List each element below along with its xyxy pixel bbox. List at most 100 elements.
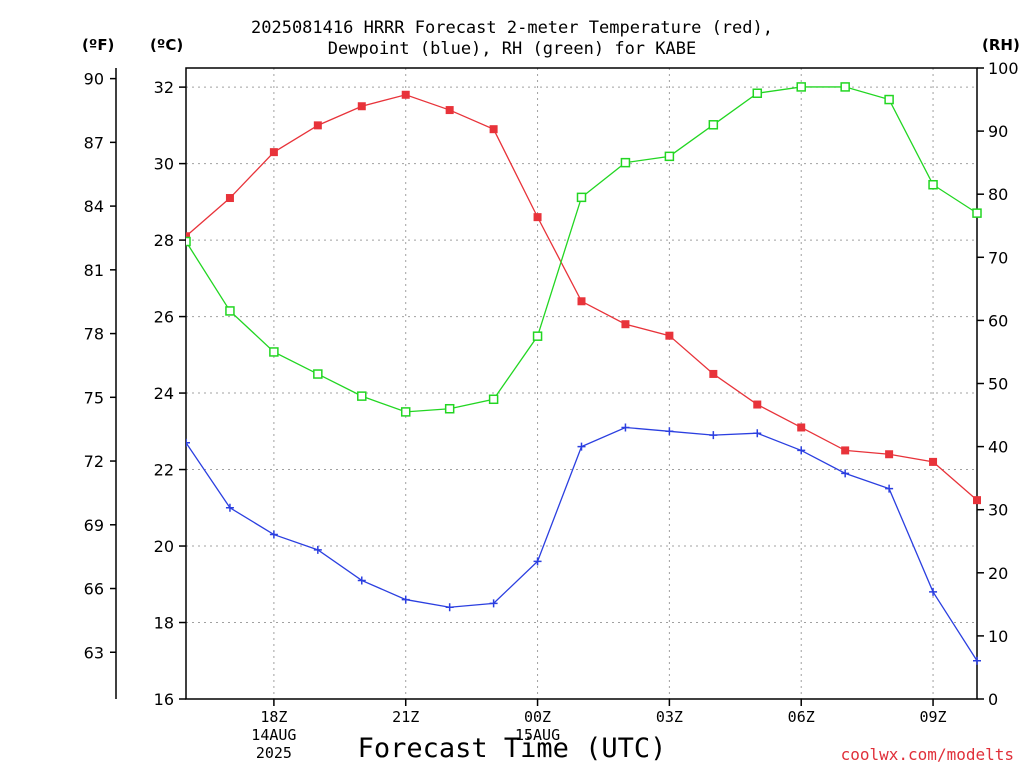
rh-point — [225, 306, 235, 316]
dewpoint-point — [186, 438, 190, 447]
chart-title-line-1: 2025081416 HRRR Forecast 2-meter Tempera… — [251, 18, 773, 38]
temperature-point — [885, 450, 894, 459]
x-tick-label: 00Z — [524, 708, 551, 726]
rh-point — [444, 403, 455, 414]
dewpoint-point — [797, 446, 806, 455]
celsius-tick-label: 24 — [154, 384, 174, 403]
celsius-tick-label: 16 — [154, 690, 174, 709]
x-axis-title: Forecast Time (UTC) — [357, 733, 667, 764]
rh-tick-label: 100 — [988, 59, 1019, 78]
fahrenheit-axis-label: (ºF) — [82, 36, 115, 54]
chart-title-line-2: Dewpoint (blue), RH (green) for KABE — [327, 39, 697, 59]
temperature-point — [445, 106, 454, 115]
rh-tick-label: 20 — [988, 564, 1008, 583]
dewpoint-point — [445, 603, 454, 612]
rh-tick-label: 10 — [988, 627, 1008, 646]
temperature-point — [401, 90, 410, 99]
rh-point — [186, 236, 191, 247]
fahrenheit-tick-label: 66 — [84, 580, 104, 599]
rh-point — [357, 391, 367, 401]
rh-tick-label: 80 — [988, 185, 1008, 204]
rh-point — [972, 208, 982, 218]
rh-tick-label: 0 — [988, 690, 998, 709]
plot-frame — [185, 67, 978, 700]
x-tick-label: 03Z — [656, 708, 683, 726]
rh-tick-label: 50 — [988, 375, 1008, 394]
dewpoint-series — [186, 423, 981, 665]
fahrenheit-tick-label: 78 — [84, 325, 104, 344]
dewpoint-point — [357, 576, 366, 585]
dewpoint-line — [186, 426, 978, 662]
rh-tick-label: 60 — [988, 311, 1008, 330]
rh-tick-label: 90 — [988, 122, 1008, 141]
temperature-point — [973, 496, 981, 505]
rh-point — [488, 394, 499, 405]
celsius-axis-label: (ºC) — [150, 36, 184, 54]
rh-point — [532, 331, 543, 341]
rh-point — [928, 179, 938, 190]
temperature-point — [357, 102, 366, 111]
x-tick-label: 06Z — [788, 708, 815, 726]
rh-axis-label: (RH) — [982, 36, 1020, 54]
temperature-point — [709, 369, 718, 378]
fahrenheit-tick-label: 75 — [84, 388, 104, 407]
rh-point — [620, 157, 631, 168]
temperature-point — [269, 148, 278, 157]
x-tick-sublabel: 15AUG — [515, 726, 560, 744]
celsius-tick-label: 30 — [154, 155, 174, 174]
temperature-point — [186, 232, 190, 241]
credit-link[interactable]: coolwx.com/modelts — [840, 745, 1014, 764]
fahrenheit-tick-label: 90 — [84, 70, 104, 89]
temperature-point — [313, 121, 322, 130]
fahrenheit-tick-label: 69 — [84, 516, 104, 535]
fahrenheit-tick-label: 81 — [84, 261, 104, 280]
rh-point — [840, 82, 850, 92]
dewpoint-point — [489, 599, 498, 608]
fahrenheit-tick-label: 72 — [84, 452, 104, 471]
rh-point — [576, 192, 587, 203]
rh-line — [186, 86, 978, 413]
temperature-point — [225, 194, 234, 203]
temperature-point — [577, 297, 586, 306]
dewpoint-point — [885, 484, 894, 493]
x-tick-label: 18Z — [260, 708, 287, 726]
fahrenheit-tick-label: 84 — [84, 197, 104, 216]
rh-tick-label: 70 — [988, 248, 1008, 267]
rh-point — [269, 347, 279, 357]
temperature-point — [489, 125, 498, 134]
rh-point — [796, 82, 806, 92]
rh-point — [400, 407, 411, 417]
dewpoint-point — [929, 587, 938, 596]
dewpoint-point — [577, 442, 586, 451]
rh-point — [884, 94, 894, 105]
temperature-point — [753, 400, 762, 409]
dewpoint-point — [665, 427, 674, 436]
x-tick-sublabel: 2025 — [256, 744, 292, 762]
x-tick-label: 21Z — [392, 708, 419, 726]
dewpoint-point — [313, 545, 322, 554]
celsius-tick-label: 20 — [154, 537, 174, 556]
axes — [110, 67, 984, 706]
celsius-tick-label: 18 — [154, 614, 174, 633]
data-series — [186, 82, 982, 665]
dewpoint-point — [269, 530, 278, 539]
celsius-tick-label: 26 — [154, 308, 174, 327]
dewpoint-point — [533, 557, 542, 566]
fahrenheit-tick-label: 87 — [84, 133, 104, 152]
x-tick-sublabel: 14AUG — [251, 726, 296, 744]
temperature-point — [841, 446, 850, 455]
rh-point — [752, 88, 763, 98]
dewpoint-point — [401, 595, 410, 604]
grid-lines — [186, 68, 977, 699]
x-tick-label: 09Z — [920, 708, 947, 726]
dewpoint-point — [225, 503, 234, 512]
dewpoint-point — [621, 423, 630, 432]
dewpoint-point — [841, 469, 850, 478]
rh-point — [313, 369, 323, 379]
temperature-point — [797, 423, 806, 432]
temperature-series — [186, 90, 981, 505]
rh-point — [708, 120, 719, 130]
temperature-point — [533, 213, 542, 222]
tick-labels: 16 18 20 22 24 26 28 30 32 63 66 69 72 75 78 81 84 87 90 0 1… — [84, 59, 1019, 762]
